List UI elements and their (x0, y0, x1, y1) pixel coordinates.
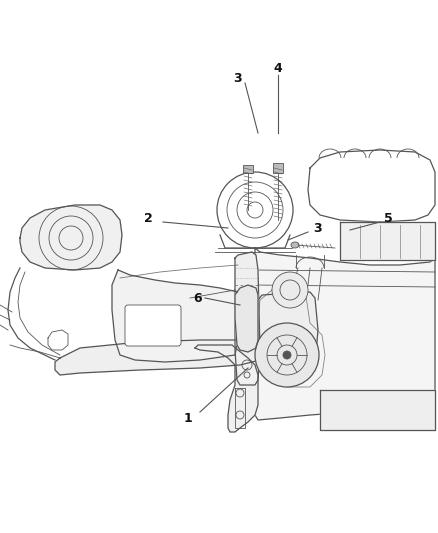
Bar (243, 165, 253, 173)
Polygon shape (258, 292, 318, 372)
Polygon shape (195, 345, 258, 432)
Circle shape (272, 272, 308, 308)
Text: 4: 4 (274, 61, 283, 75)
Polygon shape (340, 222, 435, 260)
Text: 2: 2 (144, 212, 152, 224)
Text: 6: 6 (194, 292, 202, 304)
Circle shape (255, 323, 319, 387)
Polygon shape (235, 285, 258, 352)
Polygon shape (235, 252, 260, 385)
Text: 3: 3 (234, 71, 242, 85)
Bar (273, 163, 283, 173)
FancyBboxPatch shape (125, 305, 181, 346)
Text: 5: 5 (384, 212, 392, 224)
Polygon shape (320, 390, 435, 430)
Polygon shape (255, 248, 435, 420)
Polygon shape (112, 270, 240, 362)
Text: 3: 3 (314, 222, 322, 235)
Polygon shape (55, 340, 260, 375)
Circle shape (283, 351, 291, 359)
Polygon shape (20, 205, 122, 270)
Ellipse shape (291, 242, 299, 248)
Text: 1: 1 (184, 411, 192, 424)
